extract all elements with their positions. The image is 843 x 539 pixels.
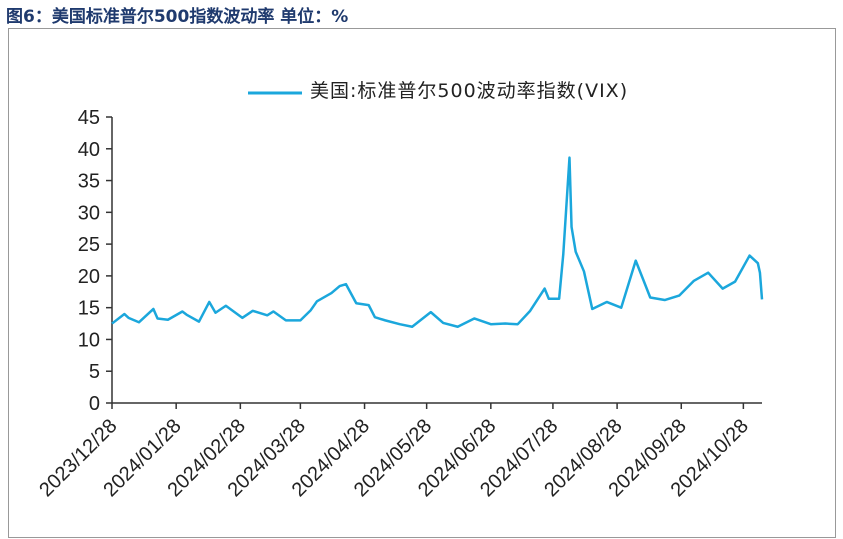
series-line (111, 156, 764, 328)
chart-title: 图6：美国标准普尔500指数波动率 单位：% (6, 7, 349, 27)
legend-box: 美国:标准普尔500波动率指数(VIX) (310, 80, 629, 102)
y-tick-label: 15 (78, 298, 100, 320)
y-tick-label: 20 (78, 266, 100, 288)
y-tick-label: 40 (78, 139, 100, 161)
y-tick-label: 0 (89, 393, 100, 415)
y-tick-label: 35 (78, 171, 100, 193)
y-tick-label: 10 (78, 329, 100, 351)
y-tick-label: 25 (78, 234, 100, 256)
y-tick-label: 5 (89, 361, 100, 383)
legend-label: 美国:标准普尔500波动率指数(VIX) (310, 80, 629, 102)
y-tick-label: 45 (78, 107, 100, 129)
y-tick-label: 30 (78, 202, 100, 224)
frame (8, 28, 836, 538)
